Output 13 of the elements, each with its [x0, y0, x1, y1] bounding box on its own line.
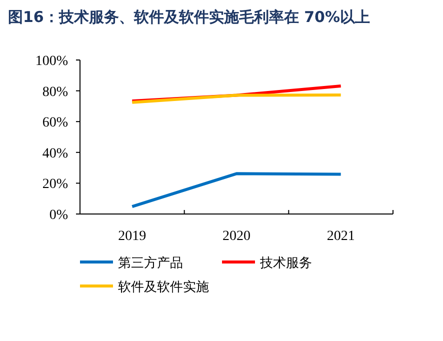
legend-label: 技术服务	[259, 256, 312, 271]
y-tick-label: 20%	[42, 177, 68, 192]
y-tick-label: 100%	[35, 54, 68, 69]
x-tick-label: 2019	[118, 229, 146, 244]
x-tick-label: 2020	[222, 229, 250, 244]
x-tick-label: 2021	[326, 229, 355, 244]
y-tick-label: 40%	[42, 146, 68, 162]
y-tick-label: 0%	[49, 208, 68, 223]
legend-label: 第三方产品	[118, 255, 183, 271]
y-tick-label: 80%	[42, 84, 68, 100]
legend-label: 软件及软件实施	[118, 280, 209, 295]
y-tick-label: 60%	[42, 116, 68, 131]
chart-title: 图16：技术服务、软件及软件实施毛利率在 70%以上	[8, 8, 370, 26]
